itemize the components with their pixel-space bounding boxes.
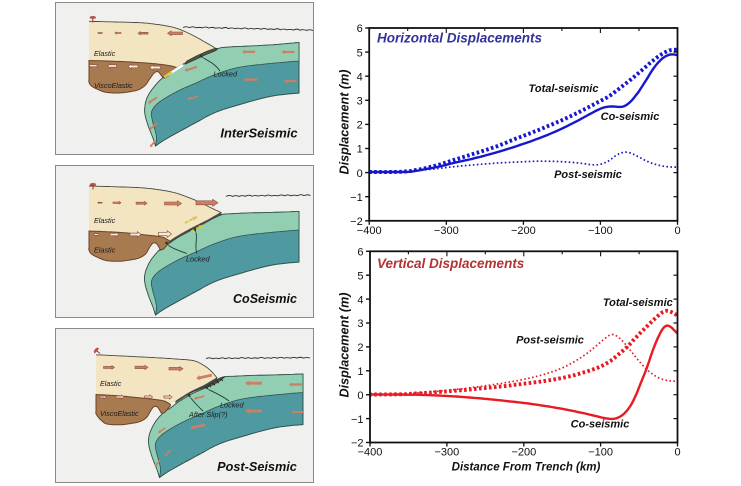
svg-text:Total-seismic: Total-seismic <box>529 83 599 95</box>
svg-text:After Slip(?): After Slip(?) <box>188 410 228 419</box>
svg-text:2: 2 <box>357 120 363 132</box>
svg-text:6: 6 <box>357 23 363 35</box>
svg-text:5: 5 <box>357 47 363 59</box>
svg-text:Co-seismic: Co-seismic <box>571 419 630 431</box>
svg-text:−400: −400 <box>357 225 382 237</box>
svg-text:5: 5 <box>357 270 363 282</box>
svg-text:Co-seismic: Co-seismic <box>601 111 660 123</box>
svg-text:CoSeismic: CoSeismic <box>233 292 297 306</box>
svg-text:1: 1 <box>357 144 363 156</box>
svg-text:ViscoElastic: ViscoElastic <box>100 409 139 418</box>
svg-text:InterSeismic: InterSeismic <box>220 126 298 141</box>
svg-text:Distance From Trench (km): Distance From Trench (km) <box>452 462 601 474</box>
svg-text:0: 0 <box>674 225 680 237</box>
svg-text:0: 0 <box>357 390 363 402</box>
svg-text:−200: −200 <box>511 225 536 237</box>
svg-text:−2: −2 <box>351 438 364 450</box>
svg-text:Locked: Locked <box>214 70 238 79</box>
svg-text:Elastic: Elastic <box>94 49 116 58</box>
svg-text:−400: −400 <box>358 447 383 459</box>
svg-text:Locked: Locked <box>186 255 210 264</box>
svg-text:0: 0 <box>674 447 680 459</box>
svg-text:−200: −200 <box>511 447 536 459</box>
svg-text:Elastic: Elastic <box>94 246 116 255</box>
svg-text:Post-seismic: Post-seismic <box>516 335 584 347</box>
svg-text:Vertical Displacements: Vertical Displacements <box>377 256 525 271</box>
svg-text:3: 3 <box>357 318 363 330</box>
svg-text:ViscoElastic: ViscoElastic <box>94 81 133 90</box>
svg-text:−300: −300 <box>434 225 459 237</box>
svg-text:−100: −100 <box>588 447 613 459</box>
svg-text:Horizontal Displacements: Horizontal Displacements <box>377 31 543 46</box>
svg-text:−1: −1 <box>351 414 364 426</box>
svg-text:−1: −1 <box>350 192 363 204</box>
svg-text:Displacement (m): Displacement (m) <box>338 70 352 175</box>
svg-text:Post-seismic: Post-seismic <box>554 169 622 181</box>
svg-text:4: 4 <box>357 294 363 306</box>
svg-text:Elastic: Elastic <box>94 216 116 225</box>
svg-text:Locked: Locked <box>220 400 244 409</box>
svg-text:4: 4 <box>357 71 363 83</box>
svg-text:Post-Seismic: Post-Seismic <box>217 460 297 474</box>
svg-text:Elastic: Elastic <box>100 379 122 388</box>
svg-text:Displacement (m): Displacement (m) <box>338 293 352 398</box>
svg-text:1: 1 <box>357 366 363 378</box>
svg-text:2: 2 <box>357 342 363 354</box>
svg-text:3: 3 <box>357 96 363 108</box>
svg-text:−2: −2 <box>350 216 363 228</box>
svg-text:Total-seismic: Total-seismic <box>603 297 673 309</box>
svg-text:6: 6 <box>357 247 363 259</box>
svg-text:−100: −100 <box>588 225 613 237</box>
svg-text:0: 0 <box>357 168 363 180</box>
svg-text:−300: −300 <box>435 447 460 459</box>
